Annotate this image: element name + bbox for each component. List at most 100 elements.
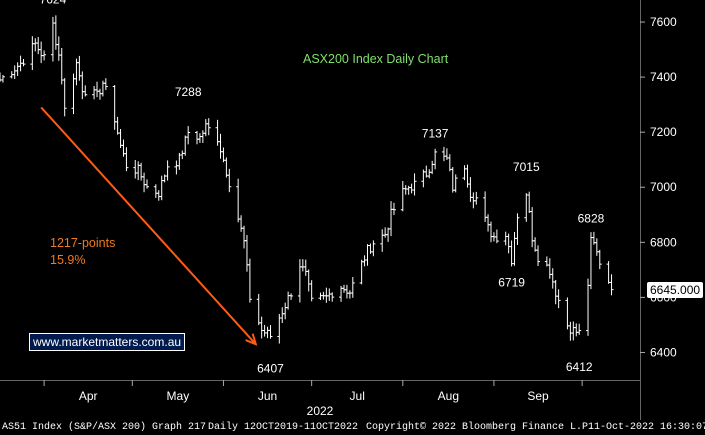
- ohlc-bar: [327, 288, 332, 301]
- ohlc-bar: [33, 38, 38, 52]
- ohlc-bar: [571, 321, 576, 341]
- ohlc-bar: [441, 146, 446, 162]
- ohlc-bar: [341, 284, 346, 293]
- footer-index-name: AS51 Index (S&P/ASX 200) Graph 217: [2, 422, 207, 433]
- peak-label: 7624: [40, 0, 67, 6]
- ohlc-bar: [186, 126, 191, 145]
- ohlc-bar: [83, 85, 88, 97]
- ohlc-bar: [577, 323, 582, 335]
- y-tick-label: 6400: [650, 345, 677, 359]
- x-tick-label: Apr: [79, 389, 98, 403]
- watermark-link[interactable]: www.marketmatters.com.au: [29, 333, 186, 351]
- y-tick-label: 7400: [650, 70, 677, 84]
- arrow-head: [245, 333, 258, 346]
- ohlc-bar: [183, 135, 188, 156]
- ohlc-bar: [242, 225, 247, 249]
- arrow-shaft: [40, 106, 257, 345]
- ohlc-bar: [509, 240, 514, 267]
- ohlc-bar: [300, 259, 305, 272]
- y-tick-label: 7600: [650, 15, 677, 29]
- ohlc-bar: [403, 185, 408, 195]
- price-bars: [0, 15, 614, 344]
- y-axis-ticks: 6400660068007000720074007600: [640, 15, 677, 359]
- peak-label: 7137: [422, 127, 449, 141]
- peak-label: 6412: [566, 360, 593, 374]
- footer-copyright: Copyright© 2022 Bloomberg Finance L.P.: [366, 422, 595, 433]
- ohlc-bar: [262, 324, 267, 337]
- ohlc-bar: [77, 55, 82, 81]
- ohlc-bar: [462, 165, 467, 181]
- x-tick-label: Aug: [438, 389, 459, 403]
- ohlc-bar: [200, 130, 205, 143]
- ohlc-bar: [306, 269, 311, 292]
- peak-labels: 7624 7288 6407 7137 6719 7015 6828 6412: [40, 0, 605, 376]
- ohlc-bar: [386, 227, 391, 242]
- footer-range: Daily 12OCT2019-11OCT2022: [208, 422, 359, 433]
- ohlc-bar: [39, 41, 44, 64]
- ohlc-bar: [42, 50, 47, 61]
- ohlc-bar: [303, 259, 308, 276]
- ohlc-bar: [362, 255, 367, 267]
- x-tick-label: Sep: [527, 389, 549, 403]
- ohlc-bar: [383, 227, 388, 238]
- ohlc-bar: [371, 240, 376, 257]
- ohlc-bar: [59, 48, 64, 85]
- ohlc-bar: [247, 258, 252, 303]
- ohlc-bar: [142, 172, 147, 193]
- ohlc-bar: [21, 58, 26, 67]
- ohlc-bar: [145, 179, 150, 189]
- ohlc-bar: [265, 326, 270, 339]
- ohlc-bar: [474, 191, 479, 205]
- peak-label: 6719: [498, 276, 525, 290]
- ohlc-bar: [359, 259, 364, 285]
- x-tick-label: Jun: [258, 389, 277, 403]
- ohlc-bar: [533, 237, 538, 252]
- ohlc-bar: [597, 249, 602, 270]
- decline-arrow: [40, 106, 258, 346]
- ohlc-bar: [80, 71, 85, 100]
- ohlc-bar: [409, 183, 414, 194]
- ohlc-bar: [268, 325, 273, 339]
- ohlc-bar: [412, 173, 417, 196]
- ohlc-bar: [503, 231, 508, 246]
- footer-timestamp: 11-Oct-2022 16:30:07: [588, 422, 705, 433]
- ohlc-bar: [350, 277, 355, 298]
- ohlc-bar: [330, 292, 335, 302]
- y-tick-label: 6800: [650, 235, 677, 249]
- decline-points-label: 1217-points: [50, 236, 116, 250]
- ohlc-bar: [380, 229, 385, 252]
- ohlc-bar: [218, 133, 223, 159]
- ohlc-bar: [512, 232, 517, 266]
- ohlc-bar: [95, 81, 100, 98]
- ohlc-bar: [56, 36, 61, 61]
- ohlc-bar: [391, 202, 396, 216]
- ohlc-bar: [36, 37, 41, 55]
- x-axis-ticks: Apr May Jun Jul Aug Sep: [43, 380, 583, 403]
- ohlc-bar: [71, 73, 76, 115]
- ohlc-bar: [203, 119, 208, 137]
- ohlc-bar: [280, 307, 285, 324]
- ohlc-bar: [153, 184, 158, 198]
- ohlc-bar: [565, 297, 570, 330]
- ohlc-bar: [286, 291, 291, 310]
- ohlc-bar: [236, 178, 241, 223]
- peak-label: 6828: [578, 212, 605, 226]
- ohlc-bar: [447, 154, 452, 172]
- ohlc-bar: [103, 78, 108, 91]
- ohlc-bar: [136, 161, 141, 181]
- ohlc-bar: [30, 36, 35, 71]
- ohlc-bar: [430, 160, 435, 175]
- ohlc-bar: [12, 65, 17, 80]
- ohlc-bar: [344, 284, 349, 299]
- ohlc-bar: [606, 261, 611, 284]
- peak-label: 7015: [513, 160, 540, 174]
- ohlc-bar: [318, 292, 323, 300]
- ohlc-bar: [224, 157, 229, 178]
- ohlc-bar: [15, 62, 20, 76]
- ohlc-bar: [486, 214, 491, 232]
- year-label: 2022: [307, 404, 334, 418]
- ohlc-bar: [389, 201, 394, 237]
- ohlc-bar: [206, 118, 211, 136]
- ohlc-bar: [92, 85, 97, 100]
